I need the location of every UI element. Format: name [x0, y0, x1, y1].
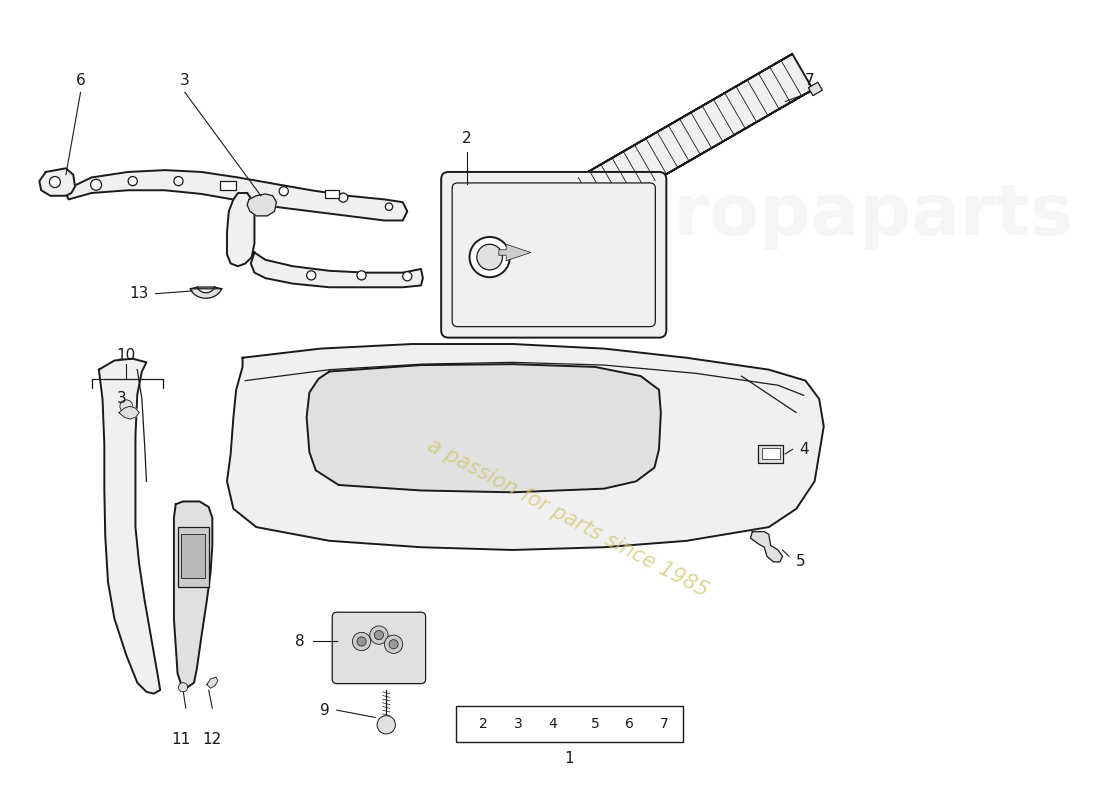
Circle shape — [339, 193, 348, 202]
Text: europaparts: europaparts — [574, 182, 1074, 250]
Text: 11: 11 — [172, 732, 191, 747]
Text: a passion for parts since 1985: a passion for parts since 1985 — [424, 435, 712, 601]
Text: 7: 7 — [805, 73, 815, 88]
Text: 4: 4 — [799, 442, 808, 457]
Polygon shape — [174, 502, 212, 687]
Circle shape — [90, 179, 101, 190]
Polygon shape — [579, 54, 813, 213]
Circle shape — [403, 272, 411, 281]
Polygon shape — [99, 358, 161, 694]
Circle shape — [385, 203, 393, 210]
Polygon shape — [119, 406, 139, 419]
Circle shape — [279, 186, 288, 196]
Circle shape — [389, 640, 398, 649]
Text: 4: 4 — [549, 717, 558, 731]
Polygon shape — [750, 532, 782, 562]
Polygon shape — [307, 364, 661, 492]
Text: 3: 3 — [514, 717, 522, 731]
Circle shape — [178, 682, 188, 692]
Circle shape — [128, 177, 138, 186]
Bar — [220, 181, 236, 190]
Polygon shape — [227, 344, 824, 550]
Text: 7: 7 — [660, 717, 669, 731]
Circle shape — [352, 632, 371, 650]
Bar — [761, 448, 780, 459]
Bar — [808, 82, 823, 96]
Polygon shape — [248, 194, 276, 216]
FancyBboxPatch shape — [332, 612, 426, 683]
Text: 12: 12 — [202, 732, 222, 747]
Circle shape — [377, 716, 395, 734]
Circle shape — [384, 635, 403, 654]
Text: 5: 5 — [796, 554, 805, 570]
Polygon shape — [207, 677, 218, 688]
Text: 2: 2 — [462, 130, 472, 146]
Circle shape — [174, 177, 183, 186]
Polygon shape — [40, 168, 75, 196]
Text: 6: 6 — [76, 73, 86, 88]
FancyBboxPatch shape — [441, 172, 667, 338]
Text: 5: 5 — [591, 717, 600, 731]
Text: 3: 3 — [117, 391, 126, 406]
Bar — [182, 534, 205, 578]
FancyBboxPatch shape — [452, 183, 656, 326]
Text: 1: 1 — [564, 751, 574, 766]
Circle shape — [477, 244, 503, 270]
Circle shape — [470, 237, 509, 278]
Circle shape — [358, 271, 366, 280]
Circle shape — [358, 637, 366, 646]
Bar — [758, 445, 783, 463]
Text: 13: 13 — [130, 286, 148, 301]
Circle shape — [120, 400, 133, 413]
Text: 8: 8 — [296, 634, 305, 649]
Polygon shape — [227, 193, 254, 266]
Text: 10: 10 — [117, 347, 136, 362]
Text: 9: 9 — [320, 702, 330, 718]
Circle shape — [370, 626, 388, 644]
Text: 2: 2 — [478, 717, 487, 731]
Bar — [324, 190, 339, 198]
Bar — [455, 706, 683, 742]
Text: 3: 3 — [180, 73, 190, 88]
Text: 6: 6 — [625, 717, 635, 731]
Bar — [177, 527, 209, 586]
Polygon shape — [190, 287, 221, 298]
Circle shape — [50, 177, 60, 187]
Polygon shape — [66, 170, 407, 221]
Polygon shape — [251, 253, 422, 287]
Circle shape — [307, 271, 316, 280]
FancyArrow shape — [498, 244, 531, 261]
Circle shape — [374, 630, 384, 640]
